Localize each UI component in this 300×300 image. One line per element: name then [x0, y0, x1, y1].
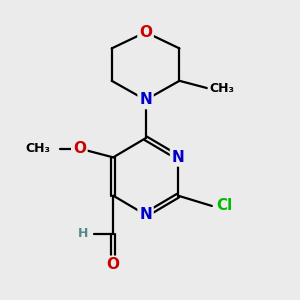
Text: O: O [73, 141, 86, 156]
Text: N: N [139, 207, 152, 222]
Text: CH₃: CH₃ [209, 82, 234, 95]
Text: N: N [172, 150, 184, 165]
Text: CH₃: CH₃ [25, 142, 50, 155]
Text: O: O [139, 25, 152, 40]
Text: Cl: Cl [216, 198, 232, 213]
Text: N: N [139, 92, 152, 107]
Text: O: O [107, 257, 120, 272]
Text: H: H [78, 227, 88, 240]
